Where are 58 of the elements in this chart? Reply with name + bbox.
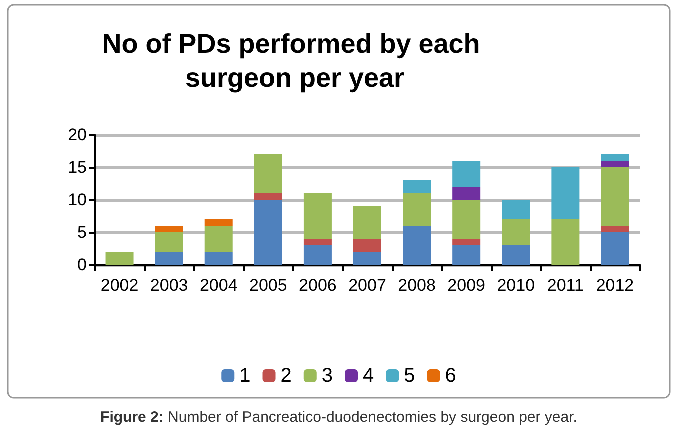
bar	[502, 220, 530, 246]
bar	[155, 232, 184, 252]
bar	[452, 187, 481, 200]
x-tick-label: 2009	[448, 276, 486, 295]
legend-label: 4	[363, 365, 374, 387]
chart-title: No of PDs performed by each surgeon per year	[102, 29, 488, 93]
bar	[204, 220, 233, 226]
bar	[204, 252, 233, 265]
legend-label: 2	[280, 365, 292, 387]
bar	[552, 168, 580, 220]
bar	[601, 168, 630, 226]
x-tick-label: 2010	[497, 276, 536, 295]
bar	[403, 180, 432, 194]
x-tick-label: 2005	[249, 276, 288, 295]
x-tick-label: 2004	[200, 276, 238, 295]
bar	[552, 220, 580, 265]
y-tick-label: 10	[68, 190, 87, 210]
bar	[354, 252, 382, 265]
y-tick-label: 20	[68, 126, 87, 144]
bar	[403, 194, 432, 226]
bar	[106, 252, 134, 265]
y-tick-label: 15	[68, 158, 87, 177]
y-tick-label: 5	[78, 223, 87, 242]
x-tick-label: 2003	[150, 276, 188, 295]
bar	[304, 239, 332, 246]
bar	[304, 194, 332, 239]
legend-label: 1	[240, 365, 251, 387]
x-tick-label: 2007	[348, 276, 386, 295]
bar	[254, 194, 282, 200]
bar	[452, 200, 481, 239]
bar	[254, 154, 282, 194]
bar	[452, 161, 481, 187]
y-tick-label: 0	[78, 256, 87, 274]
legend-label: 3	[322, 365, 333, 387]
bar	[254, 200, 282, 265]
bar	[601, 232, 630, 265]
bar	[155, 226, 184, 232]
legend-label: 5	[404, 365, 416, 387]
bar	[354, 239, 382, 252]
bar	[601, 226, 630, 232]
bar	[204, 226, 233, 252]
bar	[502, 200, 530, 220]
x-tick-label: 2008	[398, 276, 436, 295]
bar	[452, 246, 481, 265]
x-tick-label: 2012	[596, 276, 634, 295]
bar	[601, 154, 630, 161]
x-tick-label: 2006	[299, 276, 337, 295]
bar	[403, 226, 432, 265]
caption: Figure 2: Number of Pancreatico-duodenectomies by surgeon per year.	[100, 409, 578, 426]
bar	[601, 161, 630, 168]
bar	[452, 239, 481, 246]
bar	[304, 246, 332, 265]
legend-label: 6	[445, 365, 456, 387]
x-tick-label: 2002	[100, 276, 139, 295]
bar	[502, 246, 530, 265]
bar	[354, 206, 382, 239]
x-tick-label: 2011	[547, 276, 584, 295]
bar	[155, 252, 184, 265]
